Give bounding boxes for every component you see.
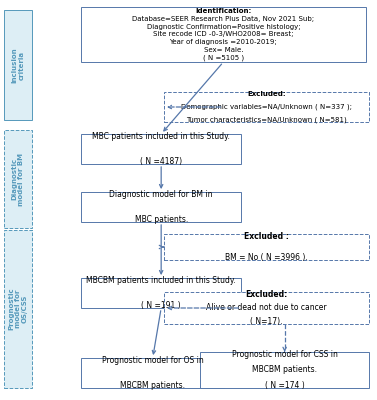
Bar (164, 292, 369, 324)
Text: Excluded:: Excluded: (245, 290, 288, 299)
Bar (4, 130, 32, 228)
Text: Tumor characteristics=NA/Unknown ( N=581): Tumor characteristics=NA/Unknown ( N=581… (186, 116, 347, 123)
Text: MBCBM patients.: MBCBM patients. (120, 381, 185, 390)
Text: Excluded :: Excluded : (244, 232, 289, 240)
Text: Demographic variables=NA/Unknown ( N=337 );: Demographic variables=NA/Unknown ( N=337… (181, 104, 352, 110)
Bar (200, 352, 369, 388)
Text: MBCBM patients included in this Study.: MBCBM patients included in this Study. (86, 276, 236, 285)
Text: MBC patients.: MBC patients. (135, 215, 188, 224)
Text: Prognostic model for OS in: Prognostic model for OS in (102, 356, 204, 365)
Text: Site recode ICD -0-3/WHO2008= Breast;: Site recode ICD -0-3/WHO2008= Breast; (153, 32, 294, 38)
Bar (4, 230, 32, 388)
Text: ( N =5105 ): ( N =5105 ) (203, 54, 244, 61)
Text: MBC patients included in this Study.: MBC patients included in this Study. (92, 132, 230, 141)
Bar (81, 358, 224, 388)
Bar (164, 92, 369, 122)
Text: Identification:: Identification: (195, 8, 251, 14)
Text: Prognostic model for CSS in: Prognostic model for CSS in (232, 350, 337, 359)
Text: BM = No ( N =3996 ).: BM = No ( N =3996 ). (225, 254, 308, 262)
Text: ( N =174 ): ( N =174 ) (265, 381, 305, 390)
Text: Year of diagnosis =2010-2019;: Year of diagnosis =2010-2019; (170, 39, 277, 45)
Text: Excluded:: Excluded: (247, 92, 286, 98)
Text: Diagnostic Confirmation=Positive histology;: Diagnostic Confirmation=Positive histolo… (147, 24, 300, 30)
Text: Diagnostic
model for BM: Diagnostic model for BM (11, 152, 25, 206)
Text: ( N=17).: ( N=17). (250, 317, 283, 326)
Bar (4, 10, 32, 120)
Text: Sex= Male.: Sex= Male. (204, 47, 243, 53)
Bar (81, 7, 366, 62)
Bar (81, 278, 241, 308)
Text: Alive or dead not due to cancer: Alive or dead not due to cancer (207, 304, 327, 312)
Text: Database=SEER Research Plus Data, Nov 2021 Sub;: Database=SEER Research Plus Data, Nov 20… (132, 16, 314, 22)
Bar (81, 134, 241, 164)
Text: MBCBM patients.: MBCBM patients. (252, 366, 317, 374)
Text: Diagnostic model for BM in: Diagnostic model for BM in (109, 190, 213, 199)
Text: Prognostic
model for
OS/CSS: Prognostic model for OS/CSS (8, 288, 28, 330)
Text: ( N =4187): ( N =4187) (140, 157, 182, 166)
Text: ( N =191 ): ( N =191 ) (141, 301, 181, 310)
Bar (81, 192, 241, 222)
Bar (164, 234, 369, 260)
Text: Inclusion
criteria: Inclusion criteria (11, 47, 25, 83)
